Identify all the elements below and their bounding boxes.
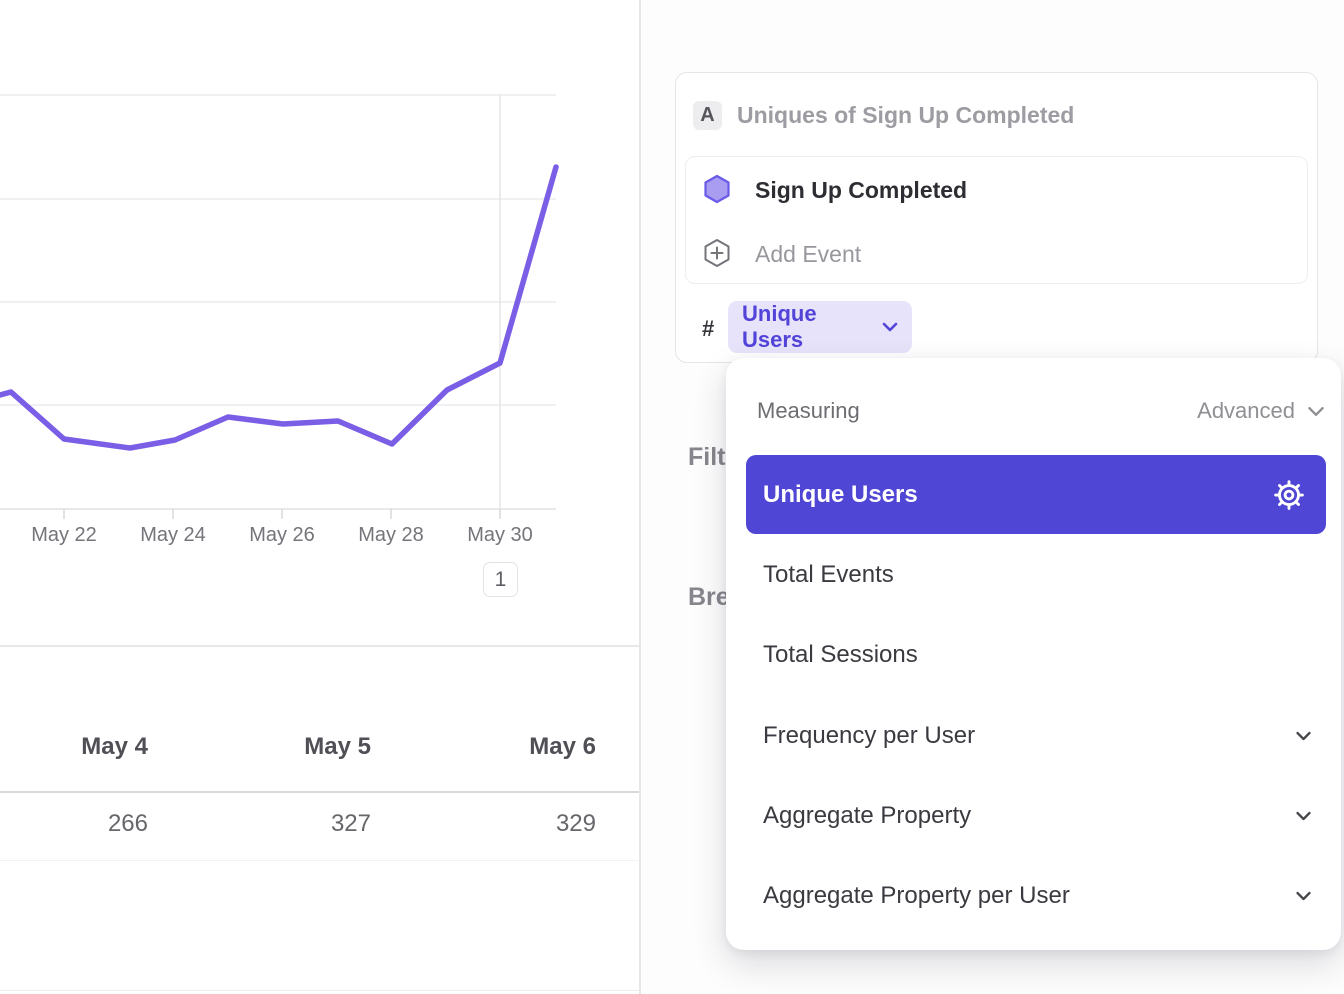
count-hash-symbol: #	[702, 316, 715, 341]
measurement-chip-label: Unique Users	[742, 301, 817, 352]
menu-item-label: Frequency per User	[763, 722, 976, 749]
chevron-down-icon	[1295, 891, 1312, 901]
chevron-down-icon	[1307, 406, 1325, 417]
menu-item-label: Aggregate Property	[763, 802, 972, 829]
chart-table-divider	[0, 645, 639, 647]
chart-and-table-pane: May 22 May 24 May 26 May 28 May 30 1 May…	[0, 0, 639, 994]
pane-divider	[639, 0, 641, 994]
menu-item-label: Total Sessions	[763, 641, 918, 668]
menu-item-aggregate-property-per-user[interactable]: Aggregate Property per User	[746, 856, 1326, 936]
table-column-header: May 5	[304, 733, 371, 760]
table-row-divider	[0, 860, 639, 861]
query-builder-pane: A Uniques of Sign Up Completed Sign Up C…	[641, 0, 1344, 994]
menu-item-total-events[interactable]: Total Events	[746, 535, 1326, 615]
selected-event-row[interactable]: Sign Up Completed	[686, 157, 1307, 221]
x-tick-label: May 26	[249, 524, 315, 546]
measurement-chip-button[interactable]: Unique Users	[728, 301, 912, 353]
table-header-divider	[0, 791, 639, 793]
advanced-mode-selector[interactable]: Advanced	[1197, 398, 1325, 424]
menu-item-label: Total Events	[763, 561, 894, 588]
series-letter-badge: A	[693, 101, 722, 130]
table-column-header: May 4	[81, 733, 148, 760]
x-tick-label: May 28	[358, 524, 424, 546]
gear-icon[interactable]	[1274, 479, 1304, 510]
event-hexagon-icon	[702, 174, 732, 209]
line-chart	[0, 94, 559, 519]
menu-item-aggregate-property[interactable]: Aggregate Property	[746, 776, 1326, 856]
chevron-down-icon	[882, 322, 898, 332]
add-event-button[interactable]: Add Event	[686, 221, 1307, 285]
chart-line	[0, 164, 559, 451]
x-tick-label: May 30	[467, 524, 533, 546]
advanced-mode-label: Advanced	[1197, 398, 1295, 423]
menu-item-unique-users[interactable]: Unique Users	[746, 455, 1326, 534]
add-event-plus-hexagon-icon	[702, 238, 732, 273]
measuring-dropdown-menu: Measuring Advanced Unique Users	[726, 358, 1341, 950]
menu-item-total-sessions[interactable]: Total Sessions	[746, 615, 1326, 695]
chevron-down-icon	[1295, 811, 1312, 821]
measuring-header-label: Measuring	[757, 398, 860, 423]
annotation-marker-badge[interactable]: 1	[483, 562, 518, 597]
x-tick-label: May 22	[31, 524, 97, 546]
table-value-cell: 329	[555, 810, 596, 837]
table-value-cell: 327	[330, 810, 371, 837]
event-name-label: Sign Up Completed	[755, 177, 968, 203]
series-query-card: A Uniques of Sign Up Completed Sign Up C…	[675, 72, 1318, 363]
table-value-cell: 266	[107, 810, 148, 837]
series-title: Uniques of Sign Up Completed	[737, 102, 1075, 128]
event-selection-card: Sign Up Completed Add Event	[685, 156, 1308, 284]
table-column-header: May 6	[529, 733, 596, 760]
x-axis-ticks	[63, 509, 501, 519]
add-event-label: Add Event	[755, 241, 862, 267]
menu-item-label: Aggregate Property per User	[763, 882, 1070, 909]
chevron-down-icon	[1295, 731, 1312, 741]
x-tick-label: May 24	[140, 524, 206, 546]
menu-item-label: Unique Users	[763, 480, 918, 508]
measuring-dropdown-header: Measuring Advanced	[757, 388, 1325, 434]
menu-item-frequency-per-user[interactable]: Frequency per User	[746, 696, 1326, 776]
table-bottom-divider	[0, 990, 639, 991]
